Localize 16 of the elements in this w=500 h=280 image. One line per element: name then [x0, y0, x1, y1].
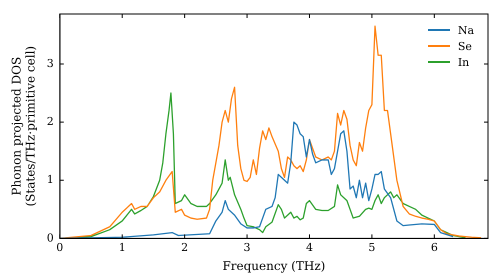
x-tick-label: 0 — [56, 240, 64, 254]
y-axis-title: Phonon projected DOS (States/THz·primitive cell) — [9, 46, 38, 207]
legend-label: Na — [458, 24, 474, 36]
x-tick-label: 1 — [118, 240, 126, 254]
x-tick-label: 5 — [368, 240, 376, 254]
y-tick-label: 1 — [46, 173, 54, 186]
legend-label: Se — [458, 40, 472, 52]
x-tick-label: 6 — [430, 240, 438, 254]
y-tick-label: 2 — [46, 114, 54, 128]
x-tick-label: 3 — [244, 240, 251, 254]
y-tick-label: 3 — [46, 56, 54, 70]
x-tick-label: 4 — [306, 240, 313, 254]
y-tick-label: 0 — [46, 231, 54, 244]
x-axis-title: Frequency (THz) — [222, 258, 326, 273]
x-tick-label: 2 — [181, 240, 188, 254]
legend-label: In — [458, 56, 470, 68]
